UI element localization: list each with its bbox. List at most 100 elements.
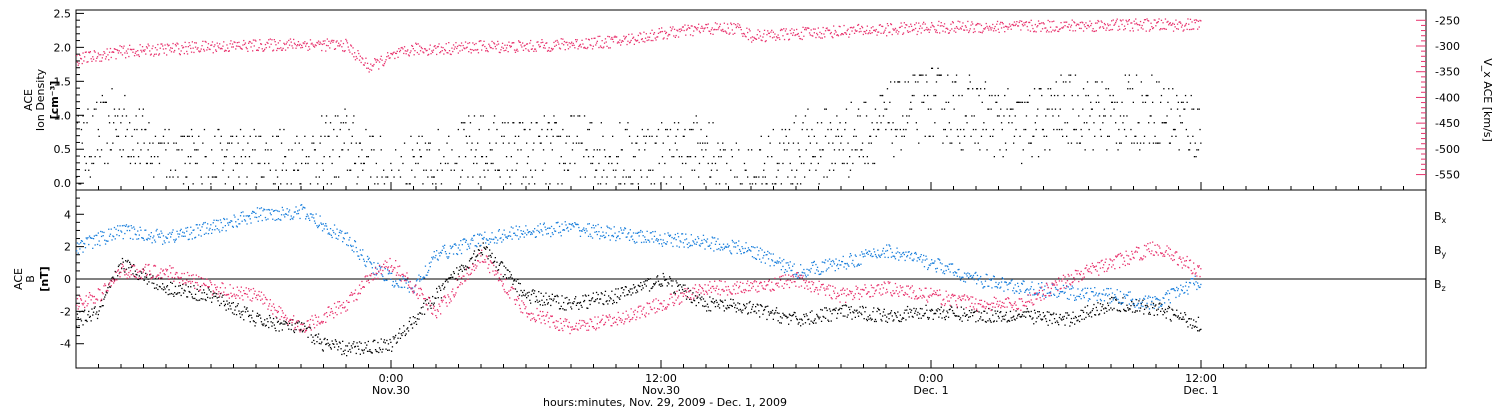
density-point — [650, 170, 651, 171]
density-point — [900, 129, 901, 130]
b-x-point — [941, 317, 942, 318]
velocity-point — [1112, 29, 1113, 30]
b-x-point — [836, 318, 837, 319]
b-x-point — [1085, 317, 1086, 318]
b-y-point — [655, 240, 656, 241]
density-point — [710, 176, 711, 177]
b-x-point — [1000, 311, 1001, 312]
velocity-point — [617, 42, 618, 43]
b-x-point — [381, 338, 382, 339]
b-y-point — [184, 232, 185, 233]
b-x-point — [1065, 312, 1066, 313]
b-x-point — [1033, 323, 1034, 324]
velocity-point — [1026, 21, 1027, 22]
velocity-point — [593, 46, 594, 47]
velocity-point — [1188, 24, 1189, 25]
b-y-point — [295, 206, 296, 207]
density-point — [493, 122, 494, 123]
b-y-point — [601, 227, 602, 228]
density-point — [1140, 143, 1141, 144]
velocity-point — [410, 52, 411, 53]
velocity-point — [1040, 31, 1041, 32]
b-y-point — [672, 246, 673, 247]
b-y-point — [299, 218, 300, 219]
density-point — [125, 136, 126, 137]
b-x-point — [199, 300, 200, 301]
density-point — [371, 149, 372, 150]
b-x-point — [581, 305, 582, 306]
density-point — [1183, 102, 1184, 103]
density-point — [114, 109, 115, 110]
density-point — [210, 183, 211, 184]
b-x-point — [97, 318, 98, 319]
velocity-point — [968, 32, 969, 33]
velocity-point — [1048, 20, 1049, 21]
b-y-point — [234, 216, 235, 217]
density-point — [1007, 88, 1008, 89]
density-point — [1077, 95, 1078, 96]
density-point — [236, 136, 237, 137]
b-y-point — [326, 225, 327, 226]
velocity-point — [739, 24, 740, 25]
density-point — [636, 143, 637, 144]
velocity-point — [991, 27, 992, 28]
density-point — [732, 156, 733, 157]
velocity-point — [700, 28, 701, 29]
density-point — [557, 183, 558, 184]
density-point — [250, 136, 251, 137]
density-point — [1114, 102, 1115, 103]
b-y-point — [332, 237, 333, 238]
b-x-point — [656, 276, 657, 277]
density-point — [1052, 115, 1053, 116]
velocity-point — [358, 53, 359, 54]
b-x-point — [958, 316, 959, 317]
b-x-point — [77, 314, 78, 315]
b-y-point — [254, 217, 255, 218]
b-x-point — [267, 321, 268, 322]
velocity-point — [1023, 25, 1024, 26]
velocity-point — [505, 50, 506, 51]
b-x-point — [348, 351, 349, 352]
b-y-point — [660, 239, 661, 240]
density-point — [1096, 102, 1097, 103]
density-point — [390, 163, 391, 164]
b-x-point — [251, 317, 252, 318]
b-x-point — [948, 317, 949, 318]
density-point — [612, 136, 613, 137]
velocity-point — [96, 58, 97, 59]
b-x-point — [861, 314, 862, 315]
b-x-point — [395, 335, 396, 336]
b-x-point — [276, 317, 277, 318]
density-point — [604, 149, 605, 150]
density-point — [941, 75, 942, 76]
velocity-point — [385, 59, 386, 60]
density-point — [818, 163, 819, 164]
density-point — [1069, 81, 1070, 82]
velocity-point — [189, 45, 190, 46]
density-point — [887, 88, 888, 89]
velocity-point — [970, 28, 971, 29]
velocity-point — [480, 40, 481, 41]
density-point — [402, 163, 403, 164]
density-point — [896, 129, 897, 130]
b-x-point — [556, 301, 557, 302]
b-x-point — [343, 351, 344, 352]
velocity-point — [1105, 24, 1106, 25]
velocity-point — [467, 43, 468, 44]
density-point — [533, 143, 534, 144]
b-x-point — [105, 294, 106, 295]
b-x-point — [91, 308, 92, 309]
b-y-point — [172, 232, 173, 233]
b-x-point — [1116, 299, 1117, 300]
b-y-point — [287, 208, 288, 209]
b-x-point — [593, 293, 594, 294]
b-x-point — [610, 298, 611, 299]
b-x-point — [401, 333, 402, 334]
density-point — [1198, 149, 1199, 150]
density-point — [316, 163, 317, 164]
density-point — [747, 176, 748, 177]
b-x-point — [327, 339, 328, 340]
density-point — [132, 149, 133, 150]
velocity-point — [233, 46, 234, 47]
density-point — [553, 115, 554, 116]
